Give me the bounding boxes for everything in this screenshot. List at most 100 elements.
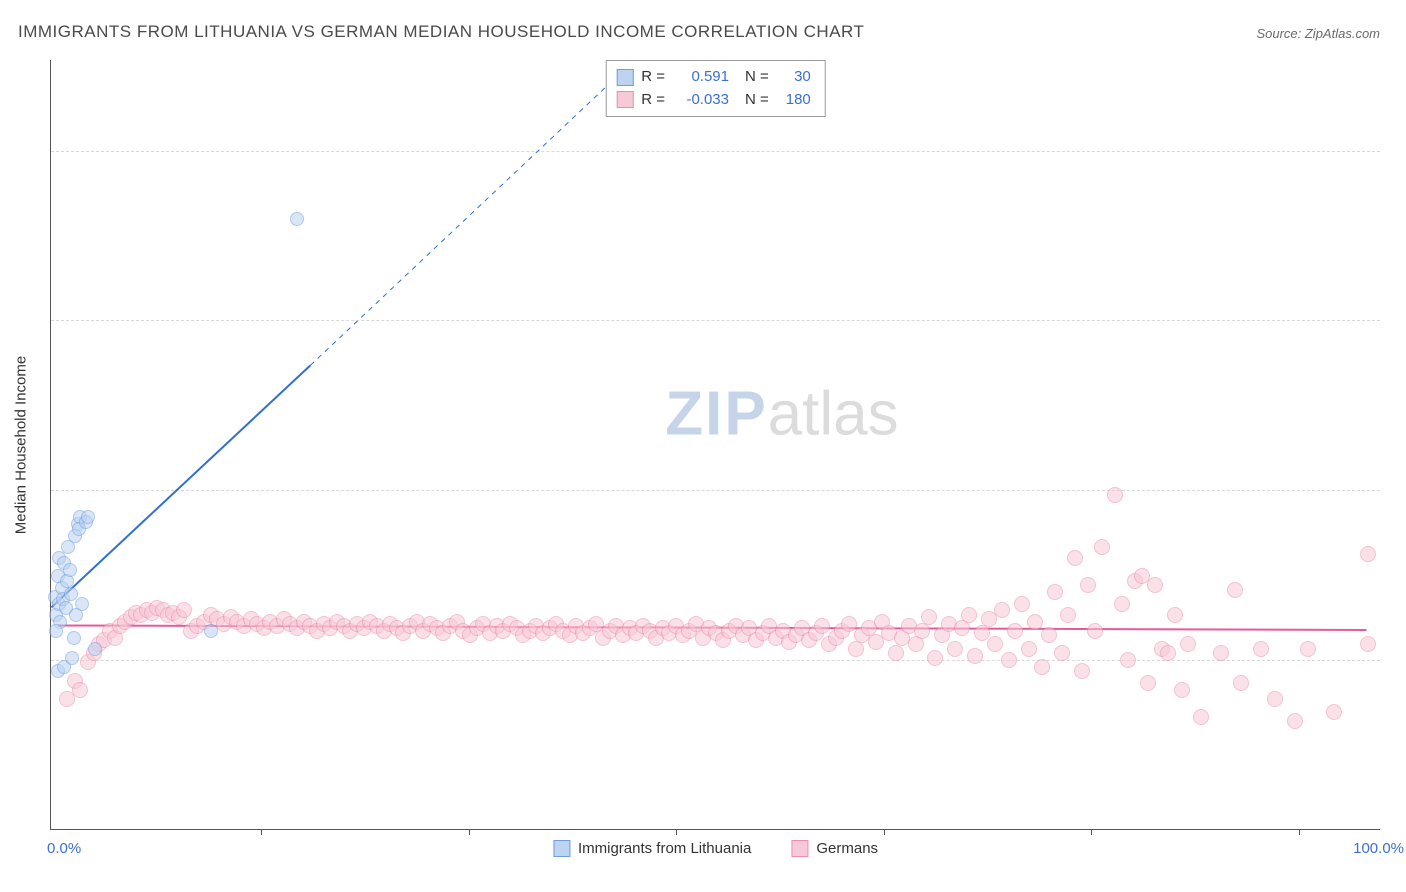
scatter-point xyxy=(63,563,77,577)
watermark: ZIPatlas xyxy=(665,378,898,449)
scatter-point xyxy=(1193,709,1209,725)
scatter-point xyxy=(927,650,943,666)
r-label: R = xyxy=(641,89,665,112)
n-label: N = xyxy=(745,89,769,112)
scatter-point xyxy=(1360,636,1376,652)
y-axis-title: Median Household Income xyxy=(13,355,30,533)
scatter-point xyxy=(1034,659,1050,675)
scatter-point xyxy=(814,618,830,634)
scatter-point xyxy=(1074,663,1090,679)
scatter-point xyxy=(1160,645,1176,661)
n-value-2: 180 xyxy=(777,89,811,112)
x-tick xyxy=(261,829,262,835)
y-tick-label: $75,000 xyxy=(1390,652,1406,669)
y-tick-label: $225,000 xyxy=(1390,312,1406,329)
scatter-point xyxy=(81,510,95,524)
watermark-part1: ZIP xyxy=(665,379,767,448)
correlation-box: R = 0.591 N = 30 R = -0.033 N = 180 xyxy=(605,60,826,117)
regression-lines xyxy=(51,60,1380,829)
scatter-point xyxy=(67,631,81,645)
scatter-point xyxy=(1007,623,1023,639)
swatch-series-2 xyxy=(791,840,808,857)
scatter-point xyxy=(72,682,88,698)
scatter-point xyxy=(1087,623,1103,639)
scatter-point xyxy=(1267,691,1283,707)
x-tick xyxy=(1299,829,1300,835)
legend-item-1: Immigrants from Lithuania xyxy=(553,840,751,857)
scatter-point xyxy=(1300,641,1316,657)
scatter-point xyxy=(947,641,963,657)
scatter-point xyxy=(1047,584,1063,600)
scatter-point xyxy=(1094,539,1110,555)
scatter-point xyxy=(1360,546,1376,562)
scatter-point xyxy=(961,607,977,623)
x-axis-max-label: 100.0% xyxy=(1353,840,1404,857)
chart-title: IMMIGRANTS FROM LITHUANIA VS GERMAN MEDI… xyxy=(18,22,864,42)
corr-row-1: R = 0.591 N = 30 xyxy=(616,66,811,89)
scatter-point xyxy=(1167,607,1183,623)
bottom-legend: Immigrants from Lithuania Germans xyxy=(553,840,878,857)
scatter-point xyxy=(1213,645,1229,661)
r-value-2: -0.033 xyxy=(673,89,729,112)
legend-label-2: Germans xyxy=(816,840,878,857)
scatter-point xyxy=(69,608,83,622)
grid-line xyxy=(51,151,1380,152)
r-value-1: 0.591 xyxy=(673,66,729,89)
scatter-point xyxy=(65,651,79,665)
plot-area: Median Household Income ZIPatlas $75,000… xyxy=(50,60,1380,830)
scatter-point xyxy=(49,624,63,638)
source-label: Source: ZipAtlas.com xyxy=(1256,26,1380,41)
scatter-point xyxy=(1027,614,1043,630)
scatter-point xyxy=(1067,550,1083,566)
x-axis-min-label: 0.0% xyxy=(47,840,81,857)
swatch-series-2 xyxy=(616,91,633,108)
scatter-point xyxy=(1114,596,1130,612)
scatter-point xyxy=(1014,596,1030,612)
watermark-part2: atlas xyxy=(768,379,899,448)
swatch-series-1 xyxy=(616,69,633,86)
scatter-point xyxy=(1180,636,1196,652)
scatter-point xyxy=(1227,582,1243,598)
x-tick xyxy=(676,829,677,835)
scatter-point xyxy=(1287,713,1303,729)
scatter-point xyxy=(1120,652,1136,668)
scatter-point xyxy=(1233,675,1249,691)
corr-row-2: R = -0.033 N = 180 xyxy=(616,89,811,112)
scatter-point xyxy=(1041,627,1057,643)
scatter-point xyxy=(1140,675,1156,691)
scatter-point xyxy=(1253,641,1269,657)
scatter-point xyxy=(1107,487,1123,503)
x-tick xyxy=(1091,829,1092,835)
grid-line xyxy=(51,660,1380,661)
legend-label-1: Immigrants from Lithuania xyxy=(578,840,751,857)
scatter-point xyxy=(888,645,904,661)
grid-line xyxy=(51,490,1380,491)
scatter-point xyxy=(1054,645,1070,661)
x-tick xyxy=(884,829,885,835)
scatter-point xyxy=(1326,704,1342,720)
scatter-point xyxy=(176,602,192,618)
scatter-point xyxy=(1174,682,1190,698)
y-tick-label: $150,000 xyxy=(1390,482,1406,499)
r-label: R = xyxy=(641,66,665,89)
scatter-point xyxy=(1060,607,1076,623)
x-tick xyxy=(469,829,470,835)
legend-item-2: Germans xyxy=(791,840,878,857)
scatter-point xyxy=(921,609,937,625)
scatter-point xyxy=(1021,641,1037,657)
scatter-point xyxy=(88,642,102,656)
scatter-point xyxy=(204,624,218,638)
scatter-point xyxy=(967,648,983,664)
scatter-point xyxy=(290,212,304,226)
scatter-point xyxy=(1001,652,1017,668)
scatter-point xyxy=(994,602,1010,618)
swatch-series-1 xyxy=(553,840,570,857)
n-value-1: 30 xyxy=(777,66,811,89)
n-label: N = xyxy=(745,66,769,89)
scatter-point xyxy=(841,616,857,632)
scatter-point xyxy=(1080,577,1096,593)
grid-line xyxy=(51,320,1380,321)
scatter-point xyxy=(1147,577,1163,593)
y-tick-label: $300,000 xyxy=(1390,142,1406,159)
scatter-point xyxy=(987,636,1003,652)
